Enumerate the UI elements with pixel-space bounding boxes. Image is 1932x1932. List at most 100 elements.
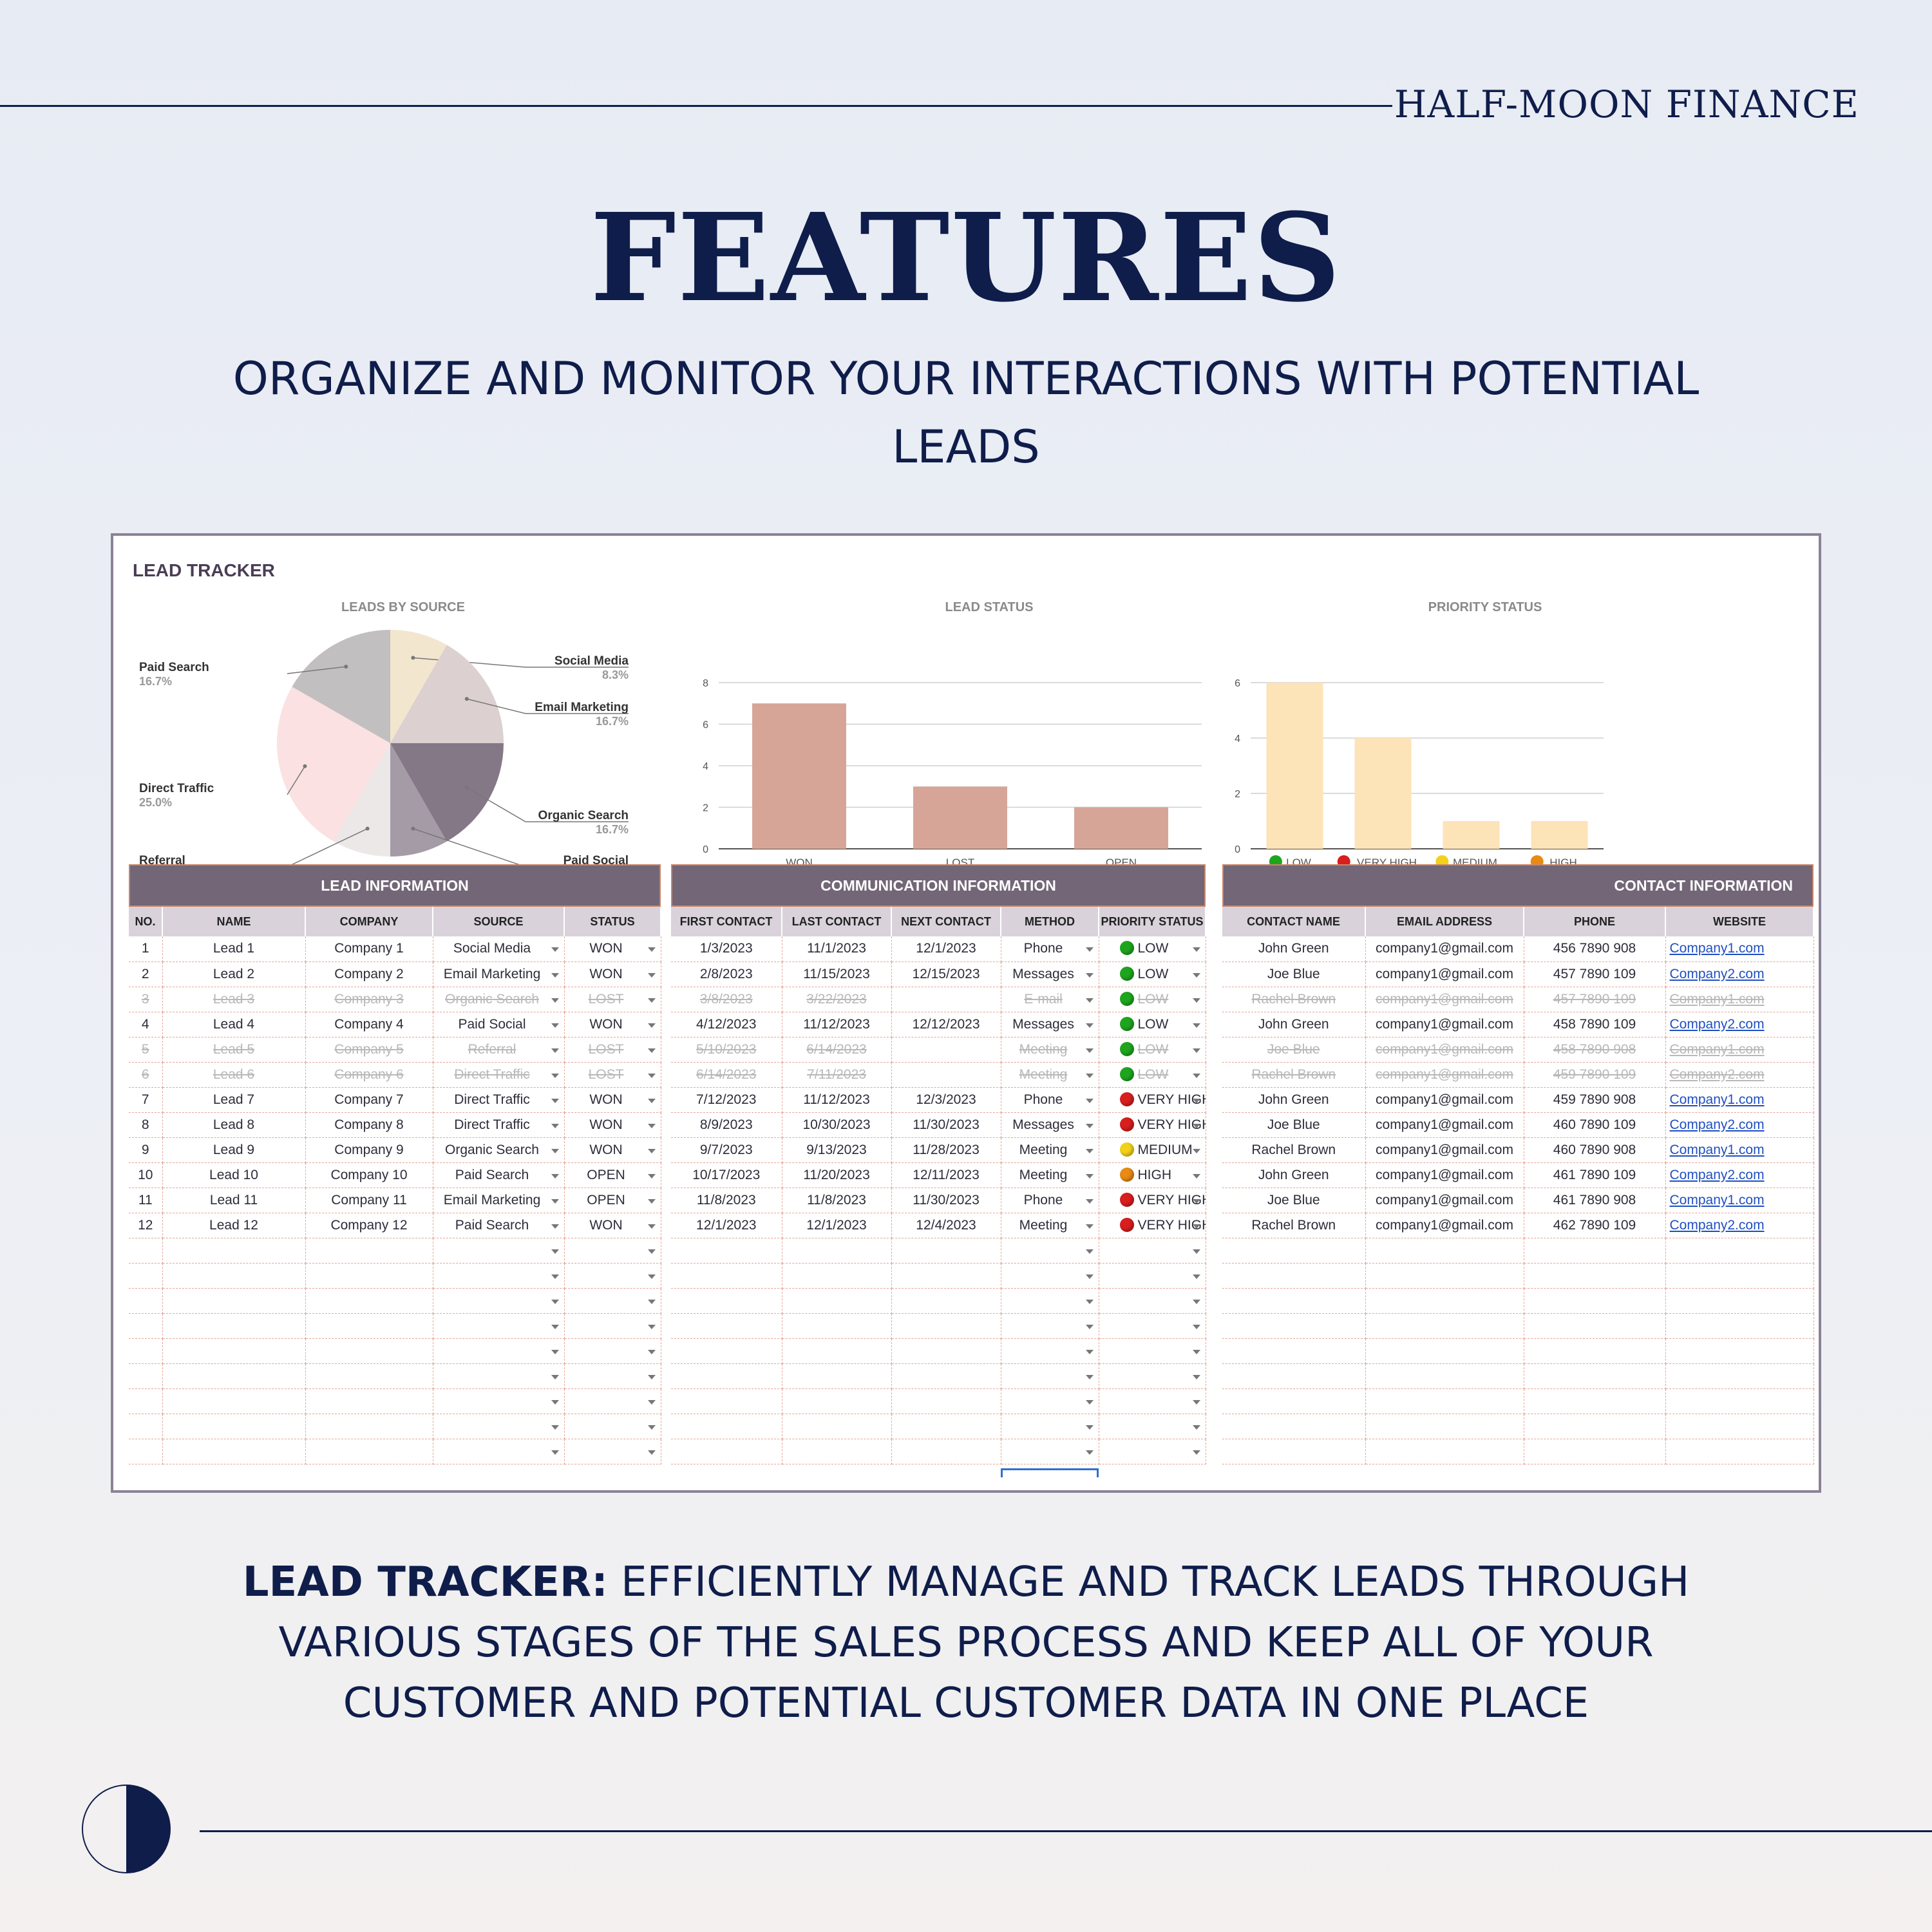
cell-method-dropdown[interactable]	[1001, 1439, 1099, 1464]
cell-empty[interactable]	[891, 1288, 1001, 1314]
cell-website[interactable]: Company2.com	[1665, 1213, 1814, 1238]
cell-empty[interactable]	[1665, 1238, 1814, 1264]
cell-empty[interactable]	[1222, 1439, 1366, 1464]
cell-empty[interactable]	[1365, 1388, 1524, 1414]
cell-first-contact[interactable]: 2/8/2023	[671, 961, 782, 987]
cell-first-contact[interactable]: 10/17/2023	[671, 1162, 782, 1188]
cell-next-contact[interactable]	[891, 1062, 1001, 1088]
cell-empty[interactable]	[162, 1388, 306, 1414]
cell-contact-name[interactable]: Joe Blue	[1222, 1037, 1366, 1063]
cell-source-dropdown[interactable]	[433, 1238, 565, 1264]
cell-empty[interactable]	[1665, 1338, 1814, 1364]
website-link[interactable]: Company2.com	[1669, 1167, 1765, 1182]
cell-email[interactable]: company1@gmail.com	[1365, 1213, 1524, 1238]
cell-empty[interactable]	[1665, 1414, 1814, 1439]
cell-method-dropdown[interactable]	[1001, 1288, 1099, 1314]
col-header-method[interactable]: METHOD	[1001, 907, 1099, 936]
cell-company[interactable]: Company 6	[305, 1062, 433, 1088]
cell-status-dropdown[interactable]: WON	[564, 1012, 661, 1037]
cell-empty[interactable]	[1222, 1363, 1366, 1389]
website-link[interactable]: Company1.com	[1669, 991, 1765, 1007]
cell-priority-dropdown[interactable]: VERY HIGH	[1099, 1213, 1206, 1238]
cell-status-dropdown[interactable]: WON	[564, 1087, 661, 1113]
cell-last-contact[interactable]: 10/30/2023	[782, 1112, 892, 1138]
cell-website[interactable]: Company1.com	[1665, 1137, 1814, 1163]
cell-priority-dropdown[interactable]: HIGH	[1099, 1162, 1206, 1188]
cell-empty[interactable]	[129, 1439, 163, 1464]
cell-last-contact[interactable]: 11/12/2023	[782, 1087, 892, 1113]
cell-empty[interactable]	[1524, 1263, 1666, 1289]
cell-empty[interactable]	[1365, 1338, 1524, 1364]
cell-method-dropdown[interactable]: Meeting	[1001, 1213, 1099, 1238]
cell-method-dropdown[interactable]: Phone	[1001, 1087, 1099, 1113]
cell-empty[interactable]	[1365, 1313, 1524, 1339]
cell-empty[interactable]	[671, 1313, 782, 1339]
cell-empty[interactable]	[1222, 1338, 1366, 1364]
cell-priority-dropdown[interactable]: LOW	[1099, 987, 1206, 1012]
cell-website[interactable]: Company1.com	[1665, 987, 1814, 1012]
cell-method-dropdown[interactable]	[1001, 1363, 1099, 1389]
cell-empty[interactable]	[891, 1263, 1001, 1289]
cell-no[interactable]: 9	[129, 1137, 163, 1163]
cell-status-dropdown[interactable]: WON	[564, 1112, 661, 1138]
cell-empty[interactable]	[891, 1439, 1001, 1464]
cell-empty[interactable]	[1365, 1363, 1524, 1389]
cell-method-dropdown[interactable]: E-mail	[1001, 987, 1099, 1012]
cell-last-contact[interactable]: 7/11/2023	[782, 1062, 892, 1088]
cell-contact-name[interactable]: Rachel Brown	[1222, 987, 1366, 1012]
cell-phone[interactable]: 461 7890 908	[1524, 1188, 1666, 1213]
cell-no[interactable]: 2	[129, 961, 163, 987]
cell-email[interactable]: company1@gmail.com	[1365, 987, 1524, 1012]
cell-website[interactable]: Company2.com	[1665, 1162, 1814, 1188]
cell-empty[interactable]	[891, 1313, 1001, 1339]
cell-no[interactable]: 1	[129, 936, 163, 962]
cell-method-dropdown[interactable]: Messages	[1001, 1112, 1099, 1138]
col-header-last-contact[interactable]: LAST CONTACT	[782, 907, 892, 936]
cell-source-dropdown[interactable]: Direct Traffic	[433, 1087, 565, 1113]
cell-phone[interactable]: 459 7890 908	[1524, 1087, 1666, 1113]
website-link[interactable]: Company2.com	[1669, 1217, 1765, 1233]
website-link[interactable]: Company1.com	[1669, 1142, 1765, 1157]
cell-website[interactable]: Company2.com	[1665, 1012, 1814, 1037]
cell-empty[interactable]	[891, 1414, 1001, 1439]
cell-empty[interactable]	[1665, 1263, 1814, 1289]
cell-status-dropdown[interactable]: LOST	[564, 1062, 661, 1088]
cell-phone[interactable]: 457 7890 109	[1524, 961, 1666, 987]
cell-empty[interactable]	[1524, 1439, 1666, 1464]
cell-empty[interactable]	[305, 1338, 433, 1364]
cell-method-dropdown[interactable]	[1001, 1414, 1099, 1439]
cell-method-dropdown[interactable]	[1001, 1263, 1099, 1289]
cell-status-dropdown[interactable]	[564, 1363, 661, 1389]
cell-empty[interactable]	[671, 1338, 782, 1364]
cell-phone[interactable]: 457 7890 109	[1524, 987, 1666, 1012]
cell-email[interactable]: company1@gmail.com	[1365, 1188, 1524, 1213]
cell-empty[interactable]	[671, 1439, 782, 1464]
cell-source-dropdown[interactable]: Paid Search	[433, 1162, 565, 1188]
cell-status-dropdown[interactable]: LOST	[564, 987, 661, 1012]
cell-empty[interactable]	[782, 1388, 892, 1414]
cell-first-contact[interactable]: 5/10/2023	[671, 1037, 782, 1063]
cell-priority-dropdown[interactable]	[1099, 1288, 1206, 1314]
cell-contact-name[interactable]: John Green	[1222, 1162, 1366, 1188]
cell-empty[interactable]	[305, 1313, 433, 1339]
cell-status-dropdown[interactable]	[564, 1388, 661, 1414]
cell-empty[interactable]	[129, 1238, 163, 1264]
website-link[interactable]: Company2.com	[1669, 1066, 1765, 1082]
cell-empty[interactable]	[1365, 1439, 1524, 1464]
cell-last-contact[interactable]: 9/13/2023	[782, 1137, 892, 1163]
cell-status-dropdown[interactable]	[564, 1288, 661, 1314]
cell-first-contact[interactable]: 7/12/2023	[671, 1087, 782, 1113]
cell-priority-dropdown[interactable]	[1099, 1363, 1206, 1389]
cell-first-contact[interactable]: 6/14/2023	[671, 1062, 782, 1088]
cell-email[interactable]: company1@gmail.com	[1365, 1162, 1524, 1188]
cell-empty[interactable]	[1524, 1338, 1666, 1364]
cell-empty[interactable]	[1524, 1288, 1666, 1314]
cell-empty[interactable]	[1524, 1388, 1666, 1414]
website-link[interactable]: Company2.com	[1669, 966, 1765, 981]
cell-email[interactable]: company1@gmail.com	[1365, 936, 1524, 962]
cell-empty[interactable]	[162, 1313, 306, 1339]
cell-empty[interactable]	[129, 1363, 163, 1389]
cell-phone[interactable]: 458 7890 908	[1524, 1037, 1666, 1063]
cell-phone[interactable]: 461 7890 109	[1524, 1162, 1666, 1188]
cell-empty[interactable]	[305, 1238, 433, 1264]
